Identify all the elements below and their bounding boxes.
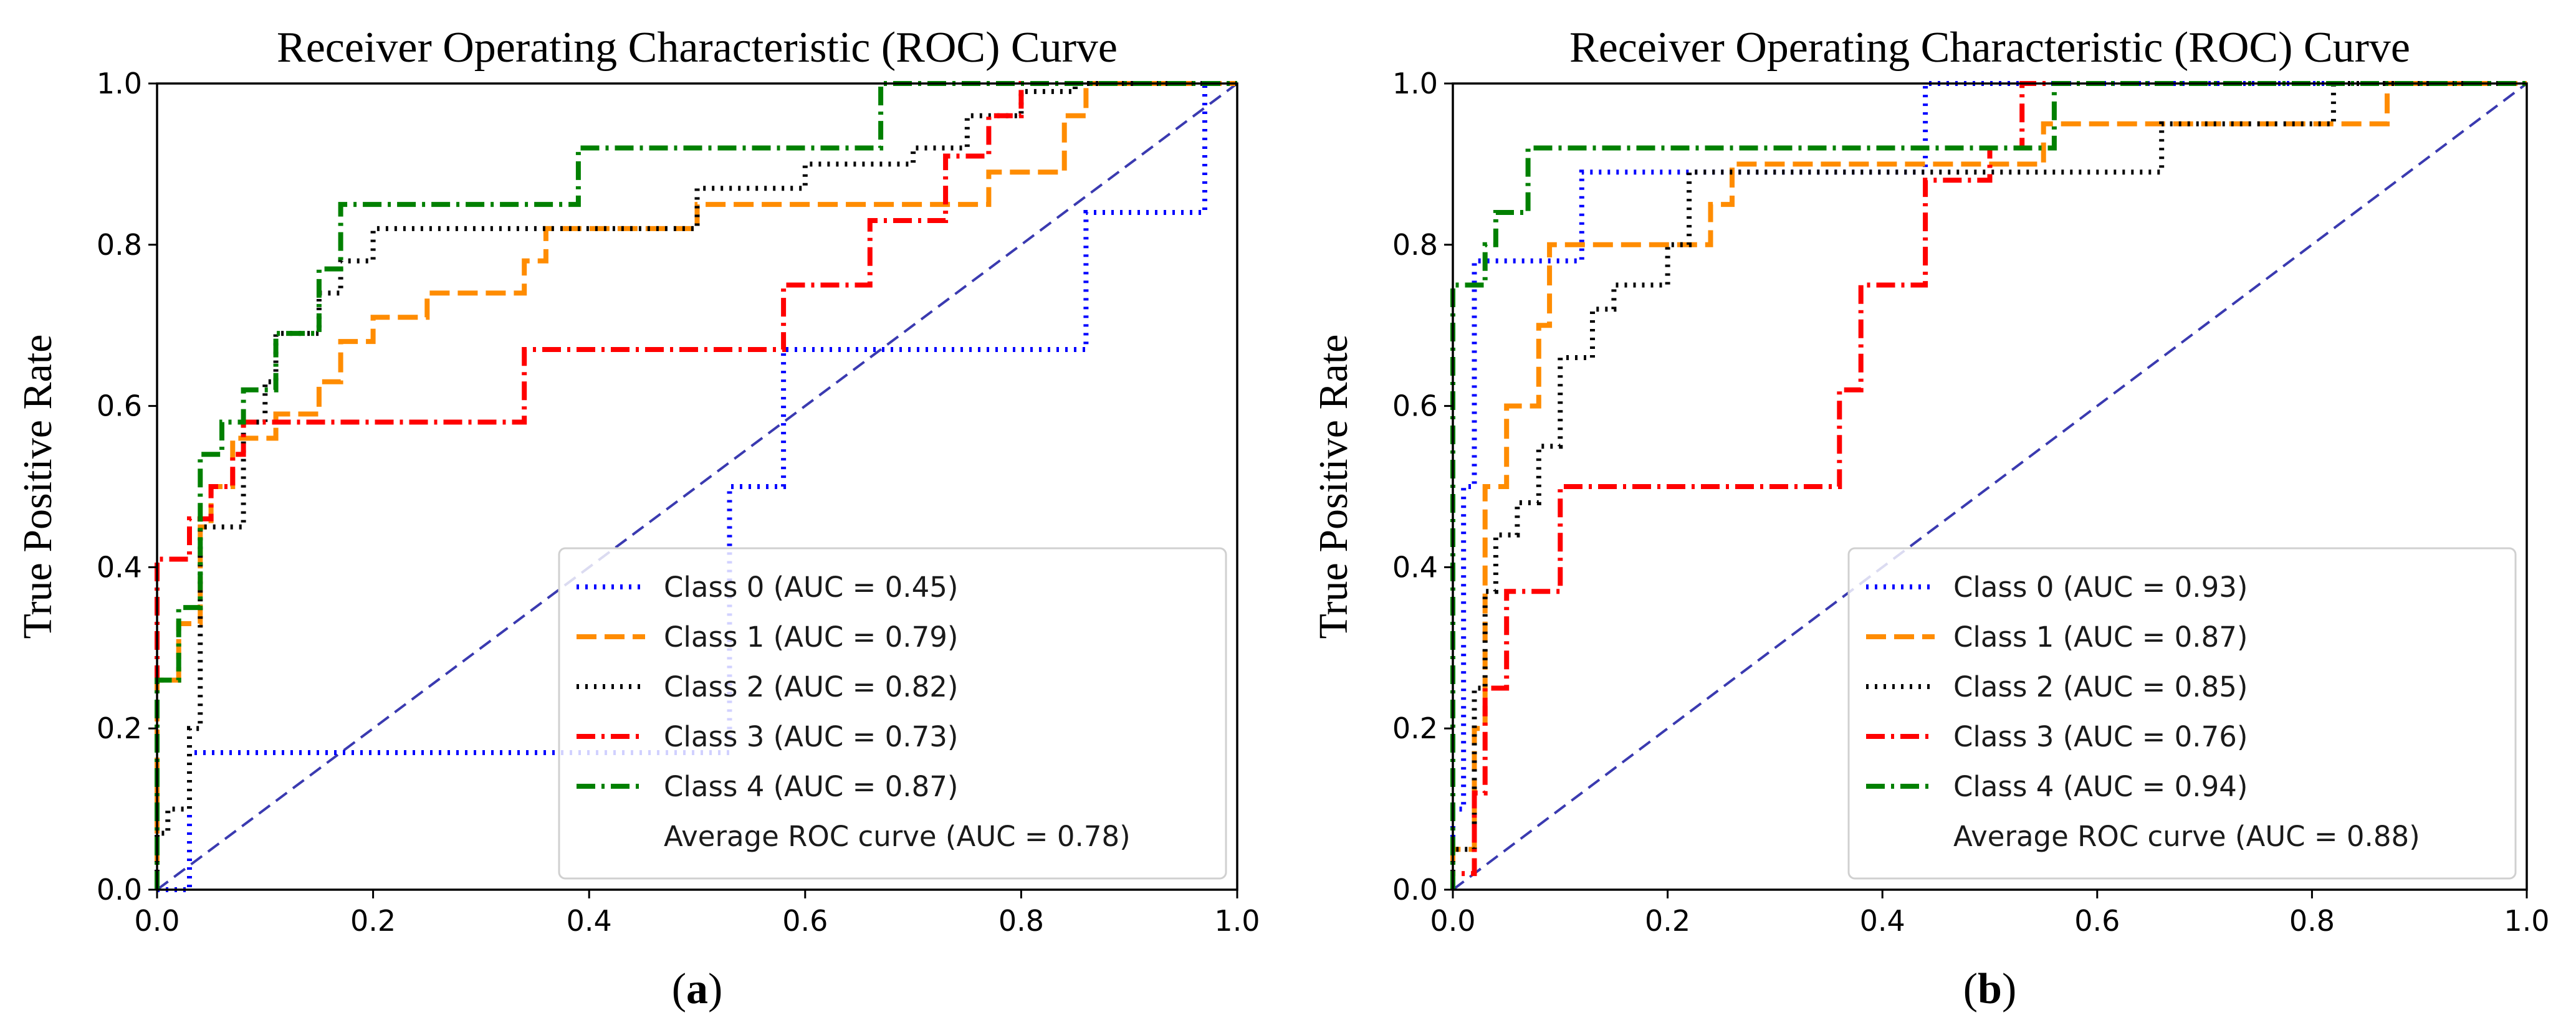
roc-panel-b: Receiver Operating Characteristic (ROC) … — [1311, 24, 2550, 1013]
chance-diagonal-line — [1452, 82, 2528, 891]
x-tick-label: 1.0 — [1214, 904, 1260, 938]
x-tick-label: 0.4 — [567, 904, 612, 938]
legend-entry-label: Class 0 (AUC = 0.45) — [664, 571, 958, 604]
x-tick-label: 0.0 — [1430, 904, 1475, 938]
roc-series-line-class-3 — [155, 81, 1237, 890]
legend-box — [558, 547, 1227, 880]
y-tick-label: 0.6 — [97, 389, 142, 423]
panel-label: (a) — [672, 965, 723, 1013]
roc-series-line-class-1 — [1450, 81, 2527, 890]
y-tick-label: 0.4 — [1392, 550, 1438, 584]
x-tick-label: 0.2 — [1645, 904, 1690, 938]
roc-series-line-class-4 — [1450, 81, 2527, 890]
x-tick-label: 0.8 — [998, 904, 1044, 938]
plot-frame — [1452, 82, 2528, 891]
y-tick-label: 1.0 — [1392, 67, 1438, 100]
chance-diagonal-line — [156, 82, 1238, 891]
roc-series-line-class-1 — [155, 81, 1237, 890]
y-tick-label: 0.2 — [97, 712, 142, 745]
legend: Class 0 (AUC = 0.93) Class 1 (AUC = 0.87)… — [1847, 547, 2517, 880]
y-tick-label: 0.0 — [97, 873, 142, 907]
y-tick-label: 0.6 — [1392, 389, 1438, 423]
x-tick-label: 0.8 — [2289, 904, 2335, 938]
panel-letter: a — [686, 965, 708, 1013]
x-tick-label: 0.0 — [134, 904, 180, 938]
legend-box — [1847, 547, 2517, 880]
y-tick-label: 0.2 — [1392, 712, 1438, 745]
roc-series-line-class-4 — [155, 81, 1237, 890]
legend-entry-label: Class 3 (AUC = 0.73) — [664, 720, 958, 753]
x-tick-label: 0.4 — [1860, 904, 1905, 938]
legend-entry-label: Class 3 (AUC = 0.76) — [1953, 720, 2248, 753]
legend-average-label: Average ROC curve (AUC = 0.88) — [1953, 820, 2420, 853]
x-tick-label: 0.6 — [2074, 904, 2120, 938]
roc-panel-a: Receiver Operating Characteristic (ROC) … — [15, 24, 1260, 1013]
legend-entry-label: Class 1 (AUC = 0.87) — [1953, 621, 2248, 654]
y-tick-label: 0.8 — [97, 228, 142, 262]
y-tick-label: 0.4 — [97, 550, 142, 584]
y-tick-label: 0.0 — [1392, 873, 1438, 907]
roc-series-line-class-0 — [157, 81, 1237, 892]
legend-entry-label: Class 4 (AUC = 0.94) — [1953, 770, 2248, 803]
roc-series-line-class-3 — [1450, 81, 2527, 890]
chart-title: Receiver Operating Characteristic (ROC) … — [277, 24, 1118, 72]
y-tick-label: 1.0 — [97, 67, 142, 100]
legend-entry-label: Class 0 (AUC = 0.93) — [1953, 571, 2248, 604]
x-tick-label: 0.2 — [350, 904, 396, 938]
legend-entry-label: Class 4 (AUC = 0.87) — [664, 770, 958, 803]
legend-entry-label: Class 2 (AUC = 0.82) — [664, 670, 958, 703]
legend-entry-label: Class 1 (AUC = 0.79) — [664, 621, 958, 654]
roc-series-line-class-0 — [1450, 81, 2527, 890]
y-tick-label: 0.8 — [1392, 228, 1438, 262]
panel-letter: b — [1978, 965, 2002, 1013]
y-axis-label: True Positive Rate — [1311, 335, 1356, 639]
panel-label: (b) — [1963, 965, 2017, 1013]
x-tick-label: 1.0 — [2504, 904, 2549, 938]
x-tick-label: 0.6 — [782, 904, 828, 938]
legend: Class 0 (AUC = 0.45) Class 1 (AUC = 0.79)… — [558, 547, 1227, 880]
y-axis-label: True Positive Rate — [15, 335, 60, 639]
legend-entry-label: Class 2 (AUC = 0.85) — [1953, 670, 2248, 703]
legend-average-label: Average ROC curve (AUC = 0.78) — [664, 820, 1131, 853]
plot-frame — [156, 82, 1238, 891]
chart-title: Receiver Operating Characteristic (ROC) … — [1569, 24, 2410, 72]
